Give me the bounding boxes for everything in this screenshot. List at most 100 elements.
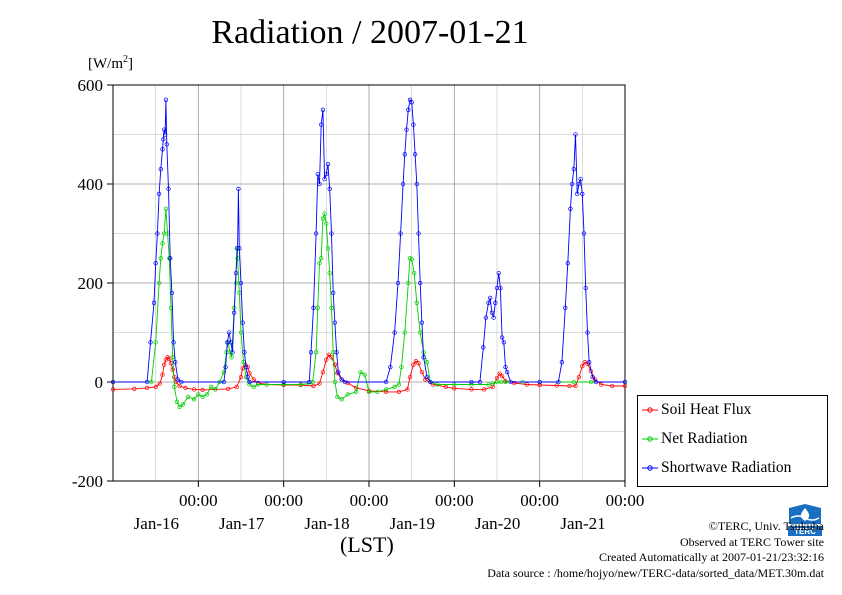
series-point-2 (488, 295, 493, 301)
series-point-1 (238, 330, 244, 335)
series-point-2 (322, 176, 327, 182)
x-tick-time-label: 00:00 (179, 491, 218, 510)
series-point-2 (388, 364, 393, 370)
series-point-0 (226, 386, 231, 392)
series-point-1 (499, 379, 504, 385)
series-point-2 (240, 320, 245, 325)
series-point-0 (160, 372, 165, 377)
series-point-0 (110, 387, 116, 392)
series-point-2 (499, 335, 505, 340)
series-point-1 (255, 382, 261, 387)
series-point-2 (332, 320, 338, 325)
series-point-0 (320, 369, 326, 375)
series-point-2 (428, 379, 433, 385)
legend-label-shortwave-radiation: Shortwave Radiation (661, 459, 792, 476)
series-point-2 (164, 142, 169, 147)
series-point-2 (223, 364, 228, 370)
series-point-2 (593, 379, 599, 385)
series-point-2 (578, 176, 583, 182)
series-point-1 (264, 382, 269, 387)
x-tick-time-label: 00:00 (606, 491, 645, 510)
series-point-1 (177, 404, 182, 409)
series-point-2 (166, 186, 171, 192)
series-point-2 (158, 167, 163, 172)
series-point-2 (173, 360, 178, 365)
series-point-2 (563, 305, 568, 310)
x-tick-date-label: Jan-16 (134, 514, 179, 533)
series-point-2 (238, 280, 244, 286)
logo-text: TERC (794, 527, 816, 536)
series-point-1 (366, 389, 372, 395)
series-point-2 (110, 379, 116, 385)
series-point-0 (419, 369, 425, 375)
series-point-2 (153, 261, 158, 266)
series-point-1 (313, 350, 319, 355)
series-point-2 (571, 167, 576, 172)
series-point-0 (144, 385, 150, 391)
series-point-0 (172, 374, 177, 380)
series-point-0 (191, 387, 197, 392)
series-point-0 (537, 382, 542, 388)
series-point-0 (383, 389, 389, 395)
series-point-2 (398, 231, 403, 236)
series-point-2 (319, 122, 324, 127)
series-point-1 (247, 382, 252, 387)
y-axis-unit: [W/m2] (88, 54, 133, 72)
series-point-2 (325, 162, 331, 167)
series-point-2 (232, 310, 237, 315)
series-point-2 (168, 256, 173, 261)
series-point-1 (414, 300, 419, 305)
chart-legend: Soil Heat Flux Net Radiation Shortwave R… (637, 395, 828, 487)
series-point-2 (336, 369, 341, 375)
series-point-2 (392, 330, 397, 335)
series-point-2 (489, 310, 495, 315)
series-point-0 (183, 385, 188, 391)
series-point-2 (320, 107, 326, 112)
series-point-0 (580, 364, 585, 369)
series-point-1 (208, 384, 214, 390)
series-point-2 (144, 379, 150, 385)
x-tick-time-label: 00:00 (264, 491, 303, 510)
series-point-2 (483, 315, 489, 320)
series-point-2 (162, 132, 168, 137)
series-point-1 (221, 369, 227, 375)
series-point-0 (238, 374, 244, 380)
series-point-0 (132, 386, 137, 392)
series-point-1 (156, 280, 162, 286)
series-point-2 (242, 350, 247, 355)
series-point-2 (331, 290, 336, 296)
series-point-2 (237, 246, 242, 251)
series-point-2 (503, 364, 508, 370)
series-point-1 (327, 270, 332, 276)
series-point-2 (226, 330, 232, 335)
series-point-2 (414, 181, 419, 187)
series-point-2 (411, 122, 416, 127)
series-point-1 (435, 382, 440, 387)
series-point-2 (496, 270, 501, 276)
legend-label-net-radiation: Net Radiation (661, 430, 748, 447)
series-point-1 (335, 394, 340, 400)
credit-site: Observed at TERC Tower site (679, 534, 824, 549)
series-point-2 (565, 261, 570, 266)
series-point-2 (307, 379, 312, 385)
series-point-2 (313, 231, 319, 236)
chart-title: Radiation / 2007-01-21 (211, 14, 529, 51)
series-point-2 (418, 280, 423, 286)
x-tick-date-label: Jan-19 (390, 514, 435, 533)
series-point-0 (497, 371, 502, 376)
legend-marker-net-radiation (642, 436, 658, 442)
series-point-0 (573, 383, 578, 389)
series-point-0 (251, 377, 256, 382)
series-point-2 (327, 186, 332, 192)
series-point-0 (416, 361, 421, 366)
series-point-0 (482, 387, 487, 392)
series-point-0 (326, 352, 332, 357)
series-point-2 (235, 246, 240, 251)
series-point-2 (587, 360, 592, 365)
series-point-2 (155, 231, 160, 236)
series-point-2 (556, 379, 561, 385)
series-point-1 (160, 241, 165, 246)
legend-label-soil-heat-flux: Soil Heat Flux (661, 401, 752, 418)
series-point-2 (412, 152, 418, 157)
